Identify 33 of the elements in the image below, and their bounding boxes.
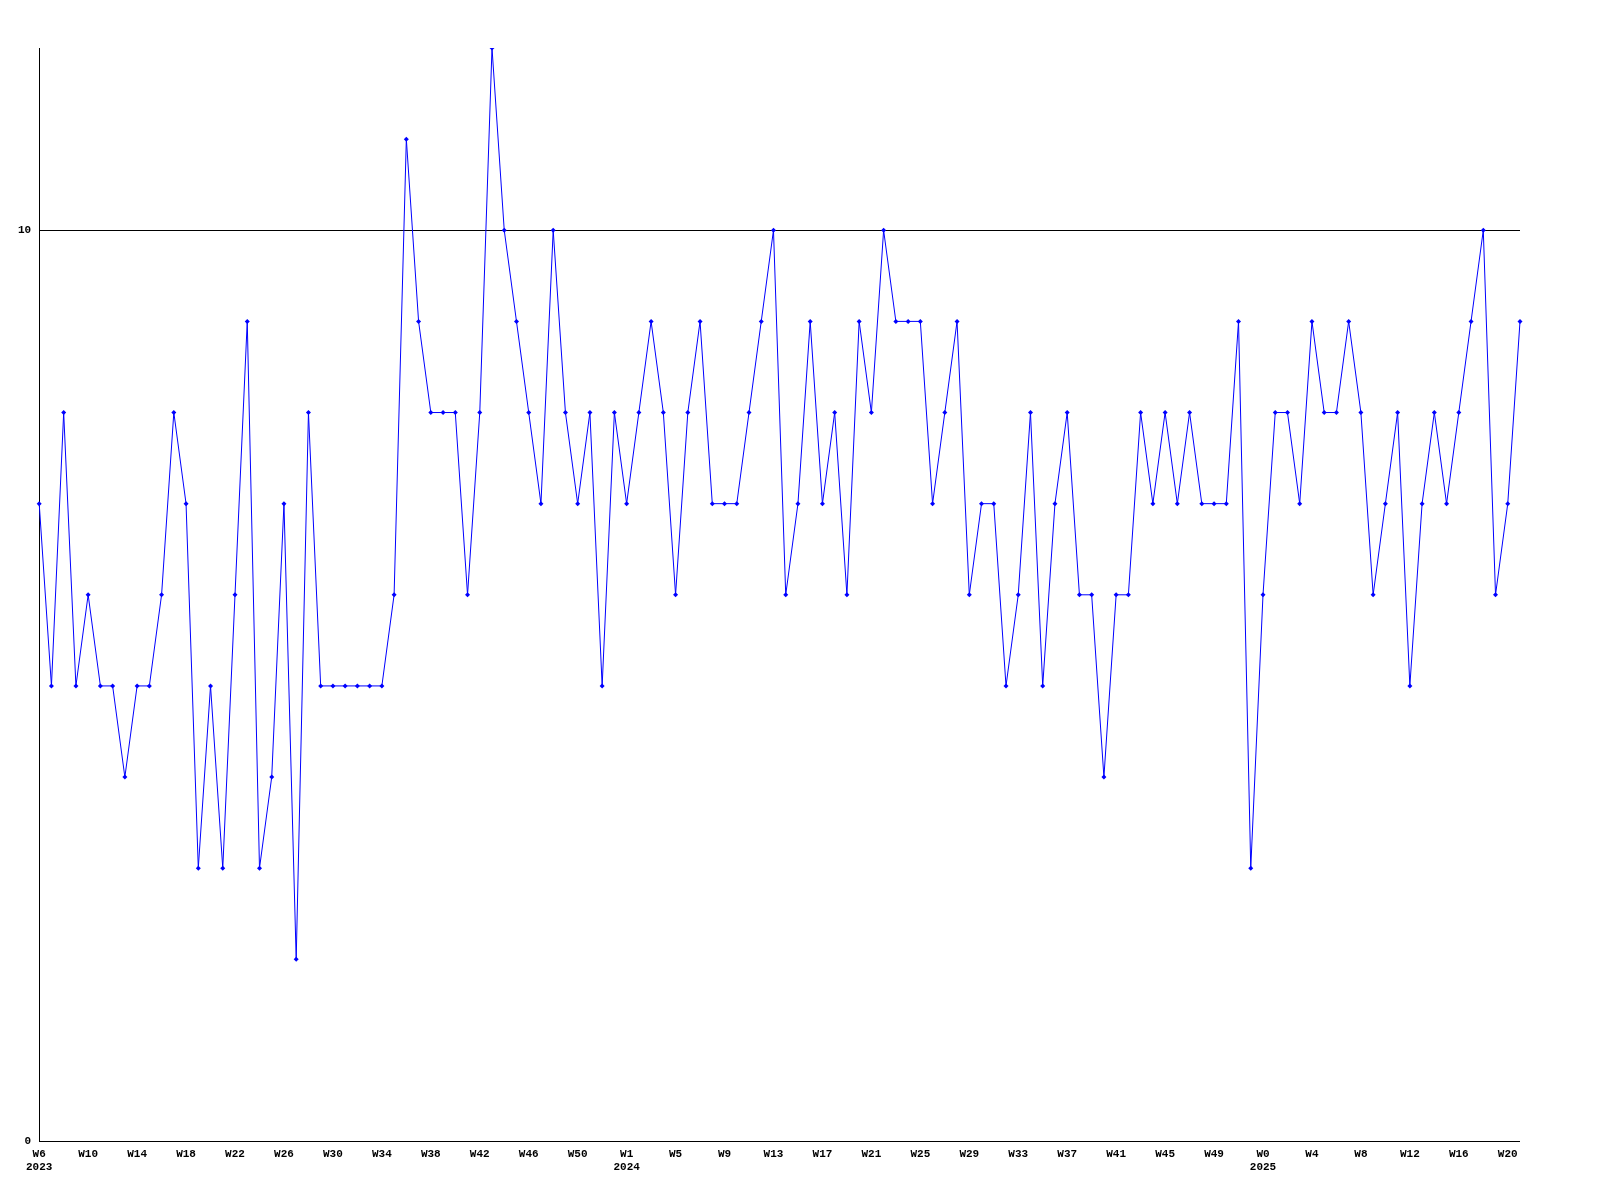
x-tick-label: W9	[717, 1147, 732, 1160]
x-tick-label: W30	[323, 1147, 343, 1160]
x-tick-label: W34	[371, 1147, 393, 1160]
x-tick-label: W16	[1448, 1147, 1469, 1160]
x-tick-label: W37	[1057, 1147, 1078, 1160]
x-tick-label: W14	[127, 1147, 148, 1160]
y-tick-label: 0	[24, 1135, 32, 1148]
x-tick-label: W22	[225, 1147, 245, 1160]
x-tick-label: W12	[1399, 1147, 1420, 1160]
x-tick-label: W33	[1008, 1147, 1029, 1160]
x-tick-label: W50	[567, 1147, 588, 1160]
x-tick-label: W45	[1155, 1147, 1176, 1160]
x-tick-label: W18	[176, 1147, 197, 1160]
x-tick-label: W4	[1305, 1147, 1319, 1160]
x-tick-label: W41	[1106, 1147, 1127, 1160]
y-tick-label: 10	[18, 224, 32, 237]
x-tick-label: W5	[668, 1147, 683, 1160]
x-tick-label: W13	[763, 1147, 784, 1160]
x-tick-label: W38	[420, 1147, 442, 1160]
x-tick-label: W17	[812, 1147, 833, 1160]
x-tick-label: W49	[1204, 1147, 1224, 1160]
x-tick-label: W1 2024	[613, 1147, 641, 1174]
x-tick-label: W6 2023	[26, 1147, 53, 1174]
x-tick-label: W10	[78, 1147, 99, 1160]
x-tick-label: W25	[910, 1147, 931, 1160]
x-tick-label: W42	[469, 1147, 490, 1160]
x-tick-label: W26	[274, 1147, 294, 1160]
x-tick-label: W0 2025	[1249, 1147, 1277, 1174]
x-tick-label: W21	[861, 1147, 882, 1160]
x-tick-label: W46	[518, 1147, 539, 1160]
x-tick-label: W20	[1497, 1147, 1518, 1160]
x-tick-label: W8	[1354, 1147, 1368, 1160]
x-tick-label: W29	[959, 1147, 980, 1160]
